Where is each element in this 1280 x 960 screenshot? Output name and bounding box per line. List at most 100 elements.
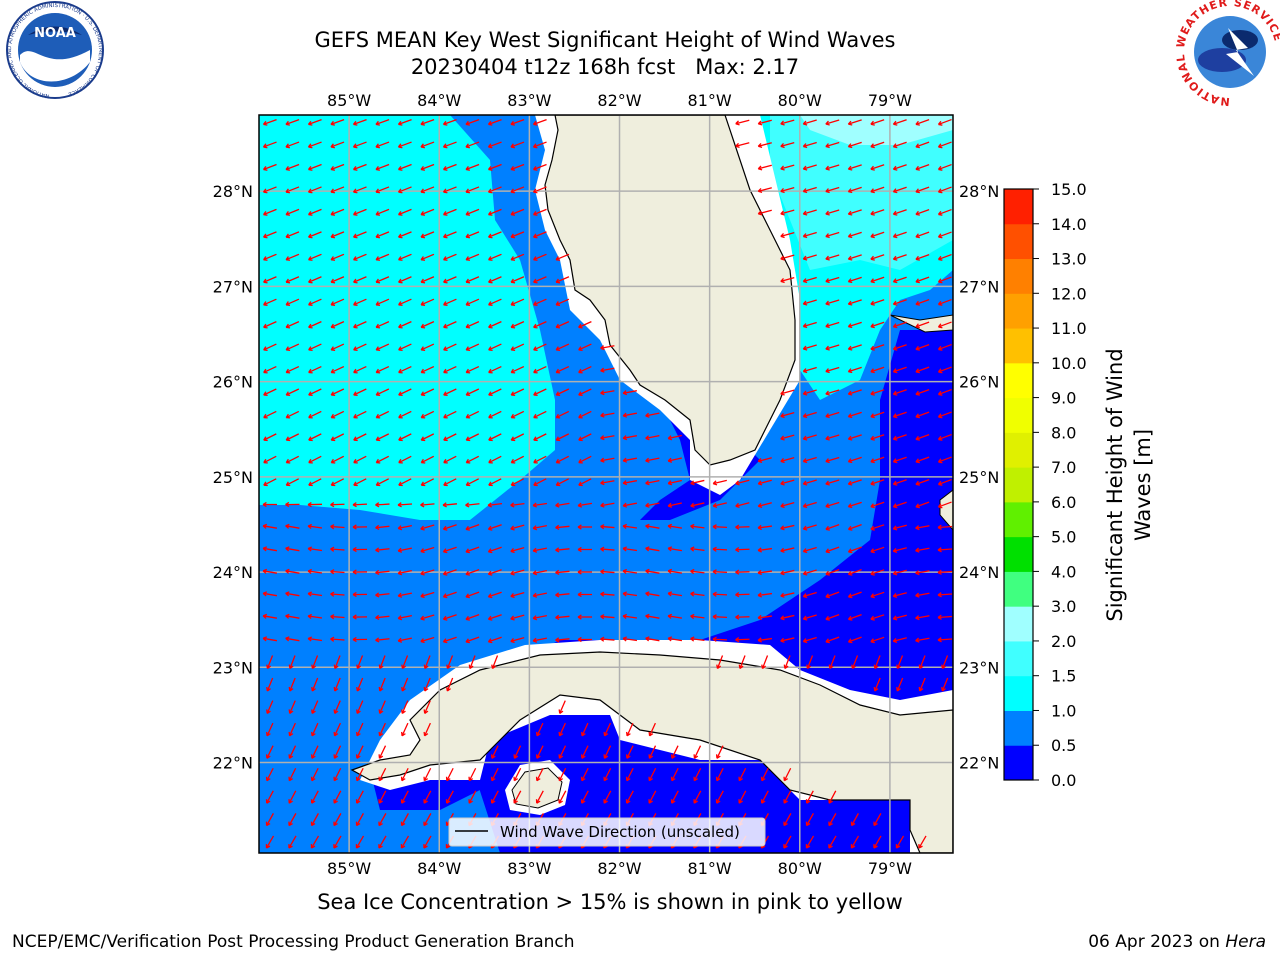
wave-arrow xyxy=(285,568,300,574)
wave-arrow xyxy=(401,655,409,670)
colorbar-tick-label: 3.0 xyxy=(1051,597,1076,616)
wave-arrow xyxy=(847,366,862,374)
wave-arrow xyxy=(757,457,772,464)
wave-arrow xyxy=(802,524,817,531)
wave-arrow xyxy=(895,835,905,849)
sea-ice-note: Sea Ice Concentration > 15% is shown in … xyxy=(317,890,903,914)
wave-arrow xyxy=(577,614,593,620)
wave-arrow xyxy=(915,231,930,239)
wave-arrow xyxy=(375,253,390,261)
wave-arrow xyxy=(533,388,547,397)
legend: Wind Wave Direction (unscaled) xyxy=(448,817,766,847)
wave-arrow xyxy=(690,523,705,530)
wave-arrow xyxy=(400,835,410,849)
wave-arrow xyxy=(937,411,952,419)
colorbar-bin xyxy=(1004,501,1033,538)
wave-arrow xyxy=(308,455,322,464)
wave-arrow xyxy=(915,411,930,419)
wave-arrow xyxy=(712,614,728,620)
wave-arrow xyxy=(423,677,431,692)
wave-arrow xyxy=(285,388,300,397)
wave-arrow xyxy=(330,524,345,530)
wave-arrow xyxy=(510,569,525,576)
wave-arrow xyxy=(577,524,593,530)
colorbar-tick-label: 12.0 xyxy=(1051,284,1087,303)
graticule xyxy=(259,115,953,853)
wave-arrow xyxy=(442,569,457,576)
wave-direction-arrows xyxy=(262,118,953,849)
wave-arrow xyxy=(600,480,615,486)
wave-arrow xyxy=(465,613,480,621)
lon-tick-label-bottom: 79°W xyxy=(868,859,912,878)
wave-arrow xyxy=(375,388,390,397)
wave-arrow xyxy=(802,501,817,509)
wave-arrow xyxy=(488,433,502,442)
wave-arrow xyxy=(600,546,615,552)
wave-arrow xyxy=(892,434,907,441)
wave-arrow xyxy=(353,343,367,352)
wave-arrow xyxy=(398,321,412,329)
wave-arrow xyxy=(308,276,322,284)
colorbar-bin xyxy=(1004,467,1033,503)
colorbar-bin xyxy=(1004,397,1033,433)
wave-arrow xyxy=(780,164,795,171)
wave-arrow xyxy=(262,186,277,194)
wave-arrow xyxy=(937,456,952,464)
wave-arrow xyxy=(285,591,300,597)
wave-arrow xyxy=(510,410,525,419)
colorbar-bin xyxy=(1004,606,1033,642)
wave-arrow xyxy=(262,613,278,619)
wave-arrow xyxy=(555,410,570,419)
wave-arrow xyxy=(397,614,412,621)
wave-arrow xyxy=(937,321,952,329)
wave-arrow xyxy=(712,591,728,597)
wave-arrow xyxy=(532,141,547,149)
wave-arrow xyxy=(397,524,412,531)
wave-arrow xyxy=(892,276,907,284)
wave-arrow xyxy=(420,253,435,261)
wave-arrow xyxy=(307,546,323,552)
wave-arrow xyxy=(375,592,390,598)
wave-arrow xyxy=(308,388,322,397)
wave-arrow xyxy=(690,479,705,486)
wave-arrow xyxy=(265,722,274,737)
wave-arrow xyxy=(825,524,840,531)
wave-arrow xyxy=(915,164,930,171)
wave-arrow xyxy=(802,276,817,284)
wave-arrow xyxy=(667,434,682,441)
wave-arrow xyxy=(555,433,570,442)
wave-arrow xyxy=(622,435,637,441)
wave-arrow xyxy=(670,745,679,759)
wave-arrow xyxy=(355,790,364,804)
lon-tick-label-top: 81°W xyxy=(688,91,732,110)
wave-arrow xyxy=(352,163,367,171)
wave-arrow xyxy=(442,614,457,621)
wave-arrow xyxy=(307,568,323,575)
wave-arrow xyxy=(645,502,660,508)
wave-arrow xyxy=(690,568,705,575)
wave-arrow xyxy=(578,365,592,374)
wave-arrow xyxy=(420,591,435,599)
wave-arrow xyxy=(375,502,390,508)
wave-arrow xyxy=(263,343,277,352)
wave-arrow xyxy=(510,141,525,149)
wave-arrow xyxy=(533,321,547,329)
wave-arrow xyxy=(510,186,525,194)
wave-arrow xyxy=(265,813,274,827)
wave-arrow xyxy=(915,344,930,351)
wave-arrow xyxy=(288,655,296,670)
wave-arrow xyxy=(690,502,705,508)
wave-arrow xyxy=(465,433,480,442)
wave-arrow xyxy=(532,570,547,576)
wave-arrow xyxy=(356,655,364,670)
wave-arrow xyxy=(847,254,862,261)
wave-arrow xyxy=(488,410,502,419)
wave-arrow xyxy=(667,636,683,642)
wave-arrow xyxy=(420,276,435,284)
wave-arrow xyxy=(757,592,773,598)
wave-arrow xyxy=(847,389,862,396)
wave-arrow xyxy=(670,767,679,782)
wave-arrow xyxy=(802,141,817,149)
wave-arrow xyxy=(555,365,570,374)
wave-arrow xyxy=(870,164,885,171)
